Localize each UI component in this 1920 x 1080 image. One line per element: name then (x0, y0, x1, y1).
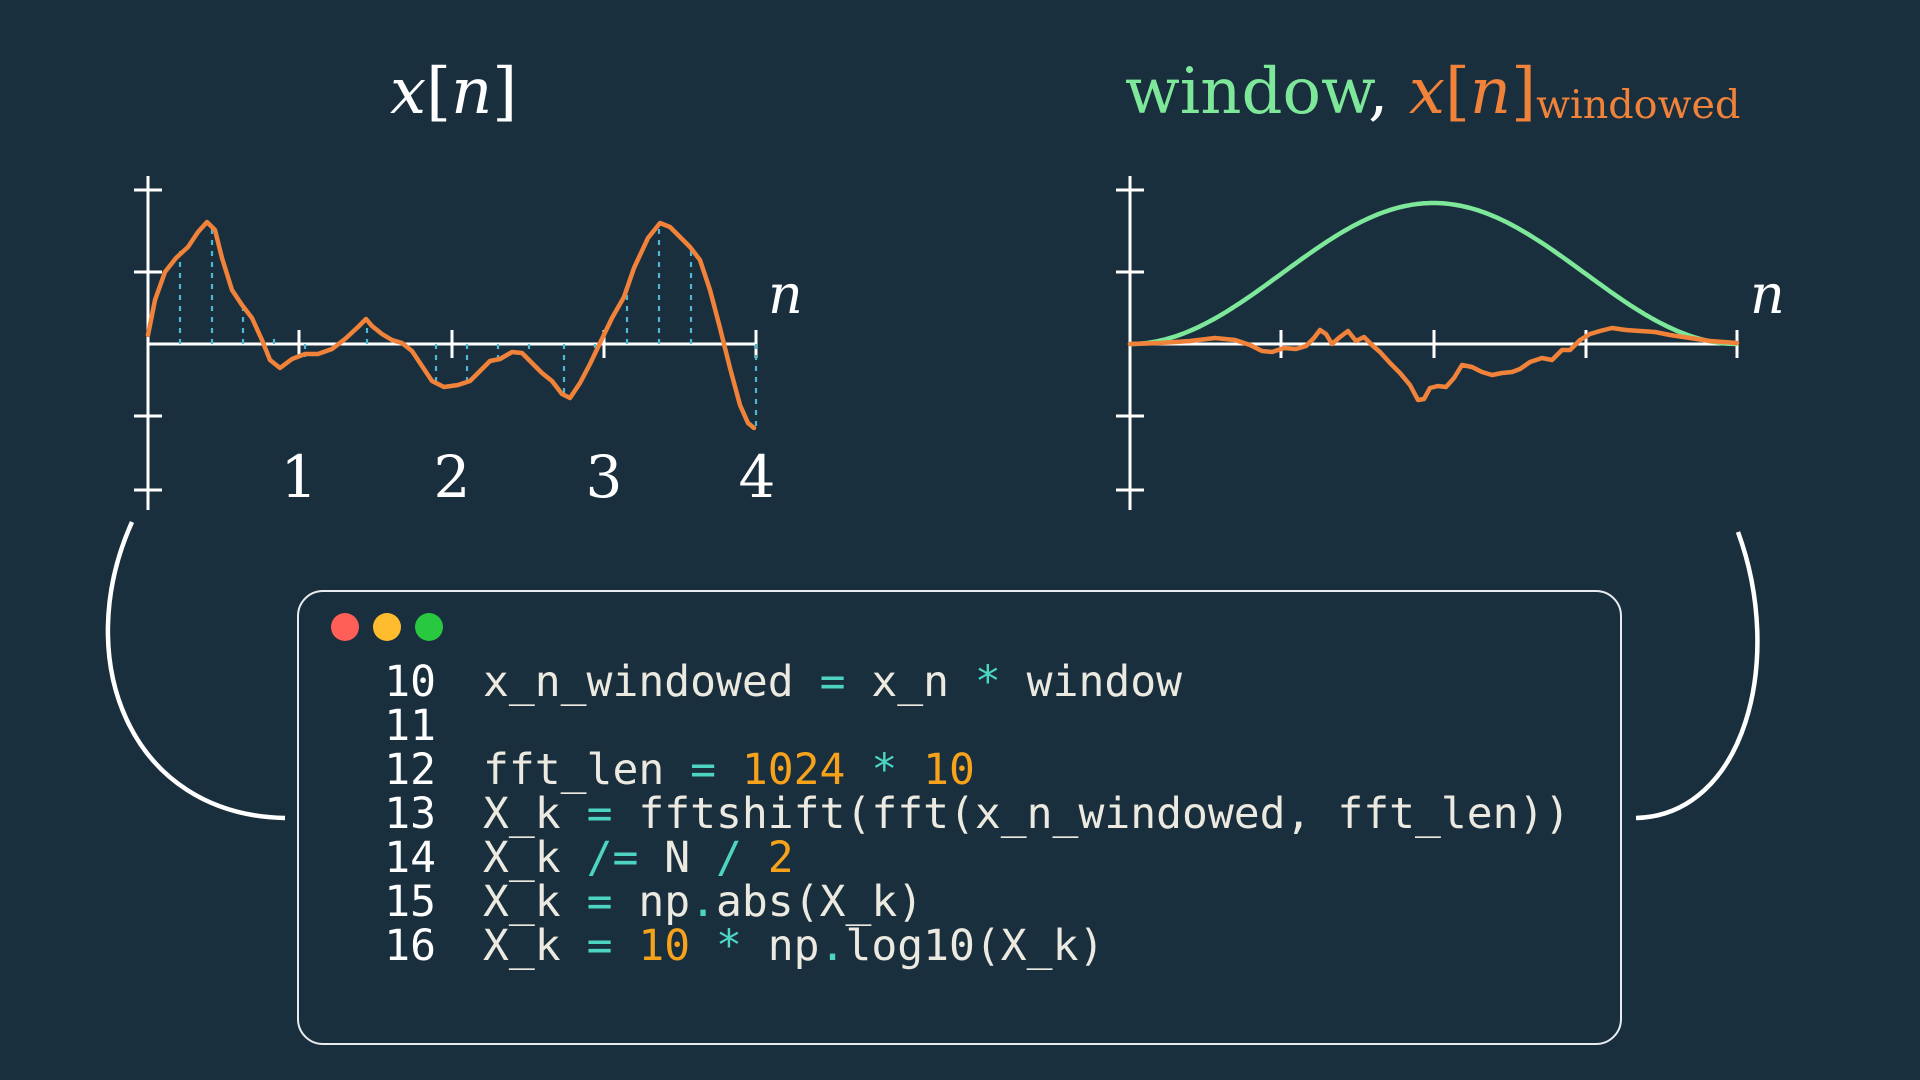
code-token: X_k (483, 833, 587, 883)
code-token: = (690, 745, 716, 795)
code-token (690, 921, 716, 971)
code-token (612, 921, 638, 971)
tick-label: 1 (280, 443, 318, 511)
line-number: 14 (384, 833, 436, 883)
code-token: = (586, 789, 613, 839)
code-token: X_k (483, 921, 587, 971)
code-token: X_k (483, 789, 587, 839)
code-token: np (612, 877, 691, 927)
code-token: 10 (923, 745, 975, 795)
right-connector-arc (1635, 531, 1760, 821)
title-bracket-close: ] (1511, 55, 1537, 129)
title-bracket-open: [ (426, 55, 452, 129)
tick-label: 3 (585, 443, 623, 511)
code-text: X_k = 10 * np.log10(X_k) (483, 924, 1104, 968)
window-curve (1127, 200, 1739, 347)
title-index: n (1469, 55, 1512, 129)
line-number: 13 (384, 789, 436, 839)
code-token: /= (586, 833, 639, 883)
line-number: 11 (384, 701, 436, 751)
code-token (794, 657, 820, 707)
title-window-word: window (1125, 55, 1369, 129)
line-number: 10 (384, 657, 436, 707)
minimize-dot-icon[interactable] (373, 613, 401, 641)
code-text: fft_len = 1024 * 10 (483, 748, 975, 792)
line-number: 15 (384, 877, 436, 927)
code-token: * (871, 745, 898, 795)
code-token: window (1000, 657, 1183, 707)
code-line: 14 X_k /= N / 2 (299, 836, 1620, 880)
code-line: 16 X_k = 10 * np.log10(X_k) (299, 924, 1620, 968)
code-block: 10 x_n_windowed = x_n * window 11 12 fft_len… (299, 660, 1620, 968)
code-line: 12 fft_len = 1024 * 10 (299, 748, 1620, 792)
code-line: 11 (299, 704, 1620, 748)
close-dot-icon[interactable] (331, 613, 359, 641)
code-token: x_n_windowed (483, 657, 794, 707)
code-text: X_k = fftshift(fft(x_n_windowed, fft_len… (483, 792, 1570, 836)
code-token (897, 745, 923, 795)
title-separator: , (1368, 55, 1409, 129)
code-window: 10 x_n_windowed = x_n * window 11 12 fft_len… (297, 590, 1622, 1045)
code-token: np (741, 921, 820, 971)
code-token: . (819, 921, 846, 971)
tick-label: 4 (738, 443, 776, 511)
code-line: 10 x_n_windowed = x_n * window (299, 660, 1620, 704)
line-number: 16 (384, 921, 436, 971)
right-x-axis-label: n (1750, 263, 1785, 326)
code-token: 1024 (741, 745, 846, 795)
tick-label: 2 (433, 443, 471, 511)
code-token: abs(X_k) (716, 877, 924, 927)
code-token: = (819, 657, 846, 707)
code-token: log10(X_k) (845, 921, 1105, 971)
signal-title: x[n] (390, 60, 517, 124)
left-x-axis-label: n (768, 263, 803, 326)
code-text: x_n_windowed = x_n * window (483, 660, 1182, 704)
left-sample-stems (178, 224, 758, 430)
windowed-signal-curve (1127, 325, 1740, 403)
code-line: 15 X_k = np.abs(X_k) (299, 880, 1620, 924)
title-index: n (451, 55, 493, 129)
title-bracket-close: ] (492, 55, 518, 129)
code-token (742, 833, 768, 883)
code-token: = (586, 877, 613, 927)
code-token: fft_len (483, 745, 691, 795)
code-token: * (974, 657, 1001, 707)
title-var: x (1408, 55, 1445, 129)
code-token: X_k (483, 877, 587, 927)
title-var: x (390, 55, 427, 129)
maximize-dot-icon[interactable] (415, 613, 443, 641)
code-text: X_k = np.abs(X_k) (483, 880, 923, 924)
code-token (845, 745, 871, 795)
code-token (716, 745, 742, 795)
code-token: N (638, 833, 717, 883)
code-token: 10 (638, 921, 691, 971)
title-subscript: windowed (1536, 81, 1741, 128)
code-token: / (716, 833, 742, 883)
code-token: = (586, 921, 613, 971)
line-number: 12 (384, 745, 436, 795)
left-connector-arc (105, 521, 286, 821)
code-token: * (716, 921, 742, 971)
code-text: X_k /= N / 2 (483, 836, 794, 880)
title-bracket-open: [ (1444, 55, 1470, 129)
right-plot-axes (1116, 176, 1739, 510)
code-token: . (690, 877, 717, 927)
left-plot-axes (134, 176, 758, 510)
windowed-title: window, x[n]windowed (1125, 60, 1740, 125)
code-token: 2 (767, 833, 794, 883)
code-token: fftshift(fft(x_n_windowed, fft_len)) (612, 789, 1571, 839)
code-token: x_n (845, 657, 975, 707)
signal-curve (145, 219, 757, 431)
code-line: 13 X_k = fftshift(fft(x_n_windowed, fft_l… (299, 792, 1620, 836)
